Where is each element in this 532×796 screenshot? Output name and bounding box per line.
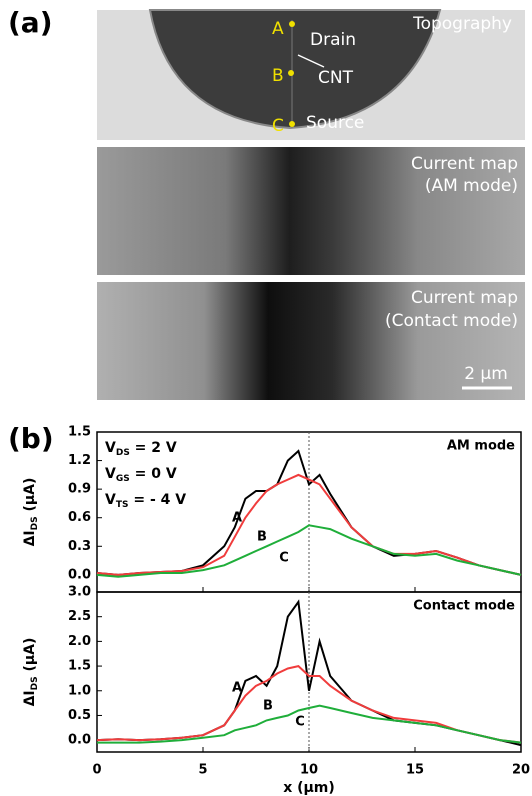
- x-axis-label: x (μm): [283, 780, 335, 796]
- y-tick-label: 1.2: [68, 453, 91, 468]
- curve-label: C: [295, 715, 305, 730]
- electrode-gap: [148, 9, 442, 130]
- y-tick-label: 0.6: [68, 510, 91, 525]
- image-title: Current map: [411, 154, 518, 174]
- chart-title: AM mode: [447, 439, 515, 454]
- text-part: ΔI: [22, 530, 38, 546]
- scale-bar-label: 2 μm: [464, 364, 508, 384]
- rich-text: VGS = 0 V: [105, 466, 177, 484]
- image-title: Topography: [412, 14, 512, 34]
- y-tick-label: 1.0: [68, 683, 91, 698]
- y-tick-label: 0.0: [68, 733, 91, 748]
- text-sub: GS: [116, 474, 130, 484]
- point-dot: [288, 70, 294, 76]
- x-tick-label: 5: [198, 763, 207, 778]
- text-part: V: [105, 440, 116, 456]
- current-map-am: [97, 147, 525, 275]
- rich-text: VTS = - 4 V: [105, 492, 186, 510]
- note: CNT: [318, 68, 354, 88]
- image-title: (AM mode): [425, 176, 518, 196]
- curve-label: A: [232, 511, 242, 526]
- note: Drain: [310, 30, 356, 50]
- y-tick-label: 1.5: [68, 425, 91, 440]
- data-line: [97, 704, 522, 744]
- point-dot: [289, 21, 295, 27]
- y-tick-label: 0.0: [68, 567, 91, 582]
- point-dot: [289, 121, 295, 127]
- y-tick-label: 0.3: [68, 539, 91, 554]
- text-sub: DS: [30, 676, 40, 690]
- rich-text: VDS = 2 V: [105, 440, 177, 458]
- text-part: (μA): [22, 478, 38, 517]
- x-tick-label: 0: [92, 763, 101, 778]
- y-tick-label: 3.0: [68, 585, 91, 600]
- cnt-arrow: [297, 54, 325, 68]
- data-line: [96, 473, 522, 576]
- curve-label: B: [257, 530, 267, 545]
- text-part: = - 4 V: [128, 492, 186, 508]
- text-part: = 2 V: [130, 440, 177, 456]
- panel-label: (a): [8, 6, 53, 39]
- point-label: A: [272, 19, 284, 39]
- x-tick-label: 15: [406, 763, 424, 778]
- note: Source: [306, 113, 364, 133]
- curve-label: C: [279, 551, 289, 566]
- current-map-contact: [97, 282, 525, 400]
- text-part: (μA): [22, 638, 38, 677]
- panel-label: (b): [8, 422, 54, 455]
- curve-label: B: [263, 699, 273, 714]
- text-part: ΔI: [22, 690, 38, 706]
- chart-title: Contact mode: [413, 599, 515, 614]
- rich-text: ΔIDS (μA): [22, 638, 40, 707]
- text-part: V: [105, 466, 116, 482]
- point-label: C: [272, 116, 284, 136]
- y-tick-label: 0.5: [68, 708, 91, 723]
- y-tick-label: 2.5: [68, 609, 91, 624]
- y-tick-label: 2.0: [68, 634, 91, 649]
- text-part: = 0 V: [130, 466, 177, 482]
- point-label: B: [272, 66, 284, 86]
- data-line: [96, 524, 522, 578]
- text-sub: DS: [116, 448, 130, 458]
- text-sub: TS: [116, 500, 129, 510]
- x-tick-label: 10: [300, 763, 318, 778]
- y-tick-label: 1.5: [68, 659, 91, 674]
- data-line: [96, 665, 522, 744]
- x-tick-label: 20: [512, 763, 530, 778]
- rich-text: ΔIDS (μA): [22, 478, 40, 547]
- curve-label: A: [232, 681, 242, 696]
- y-tick-label: 0.9: [68, 482, 91, 497]
- text-sub: DS: [30, 516, 40, 530]
- image-title: Current map: [411, 288, 518, 308]
- image-title: (Contact mode): [385, 311, 518, 331]
- text-part: V: [105, 492, 116, 508]
